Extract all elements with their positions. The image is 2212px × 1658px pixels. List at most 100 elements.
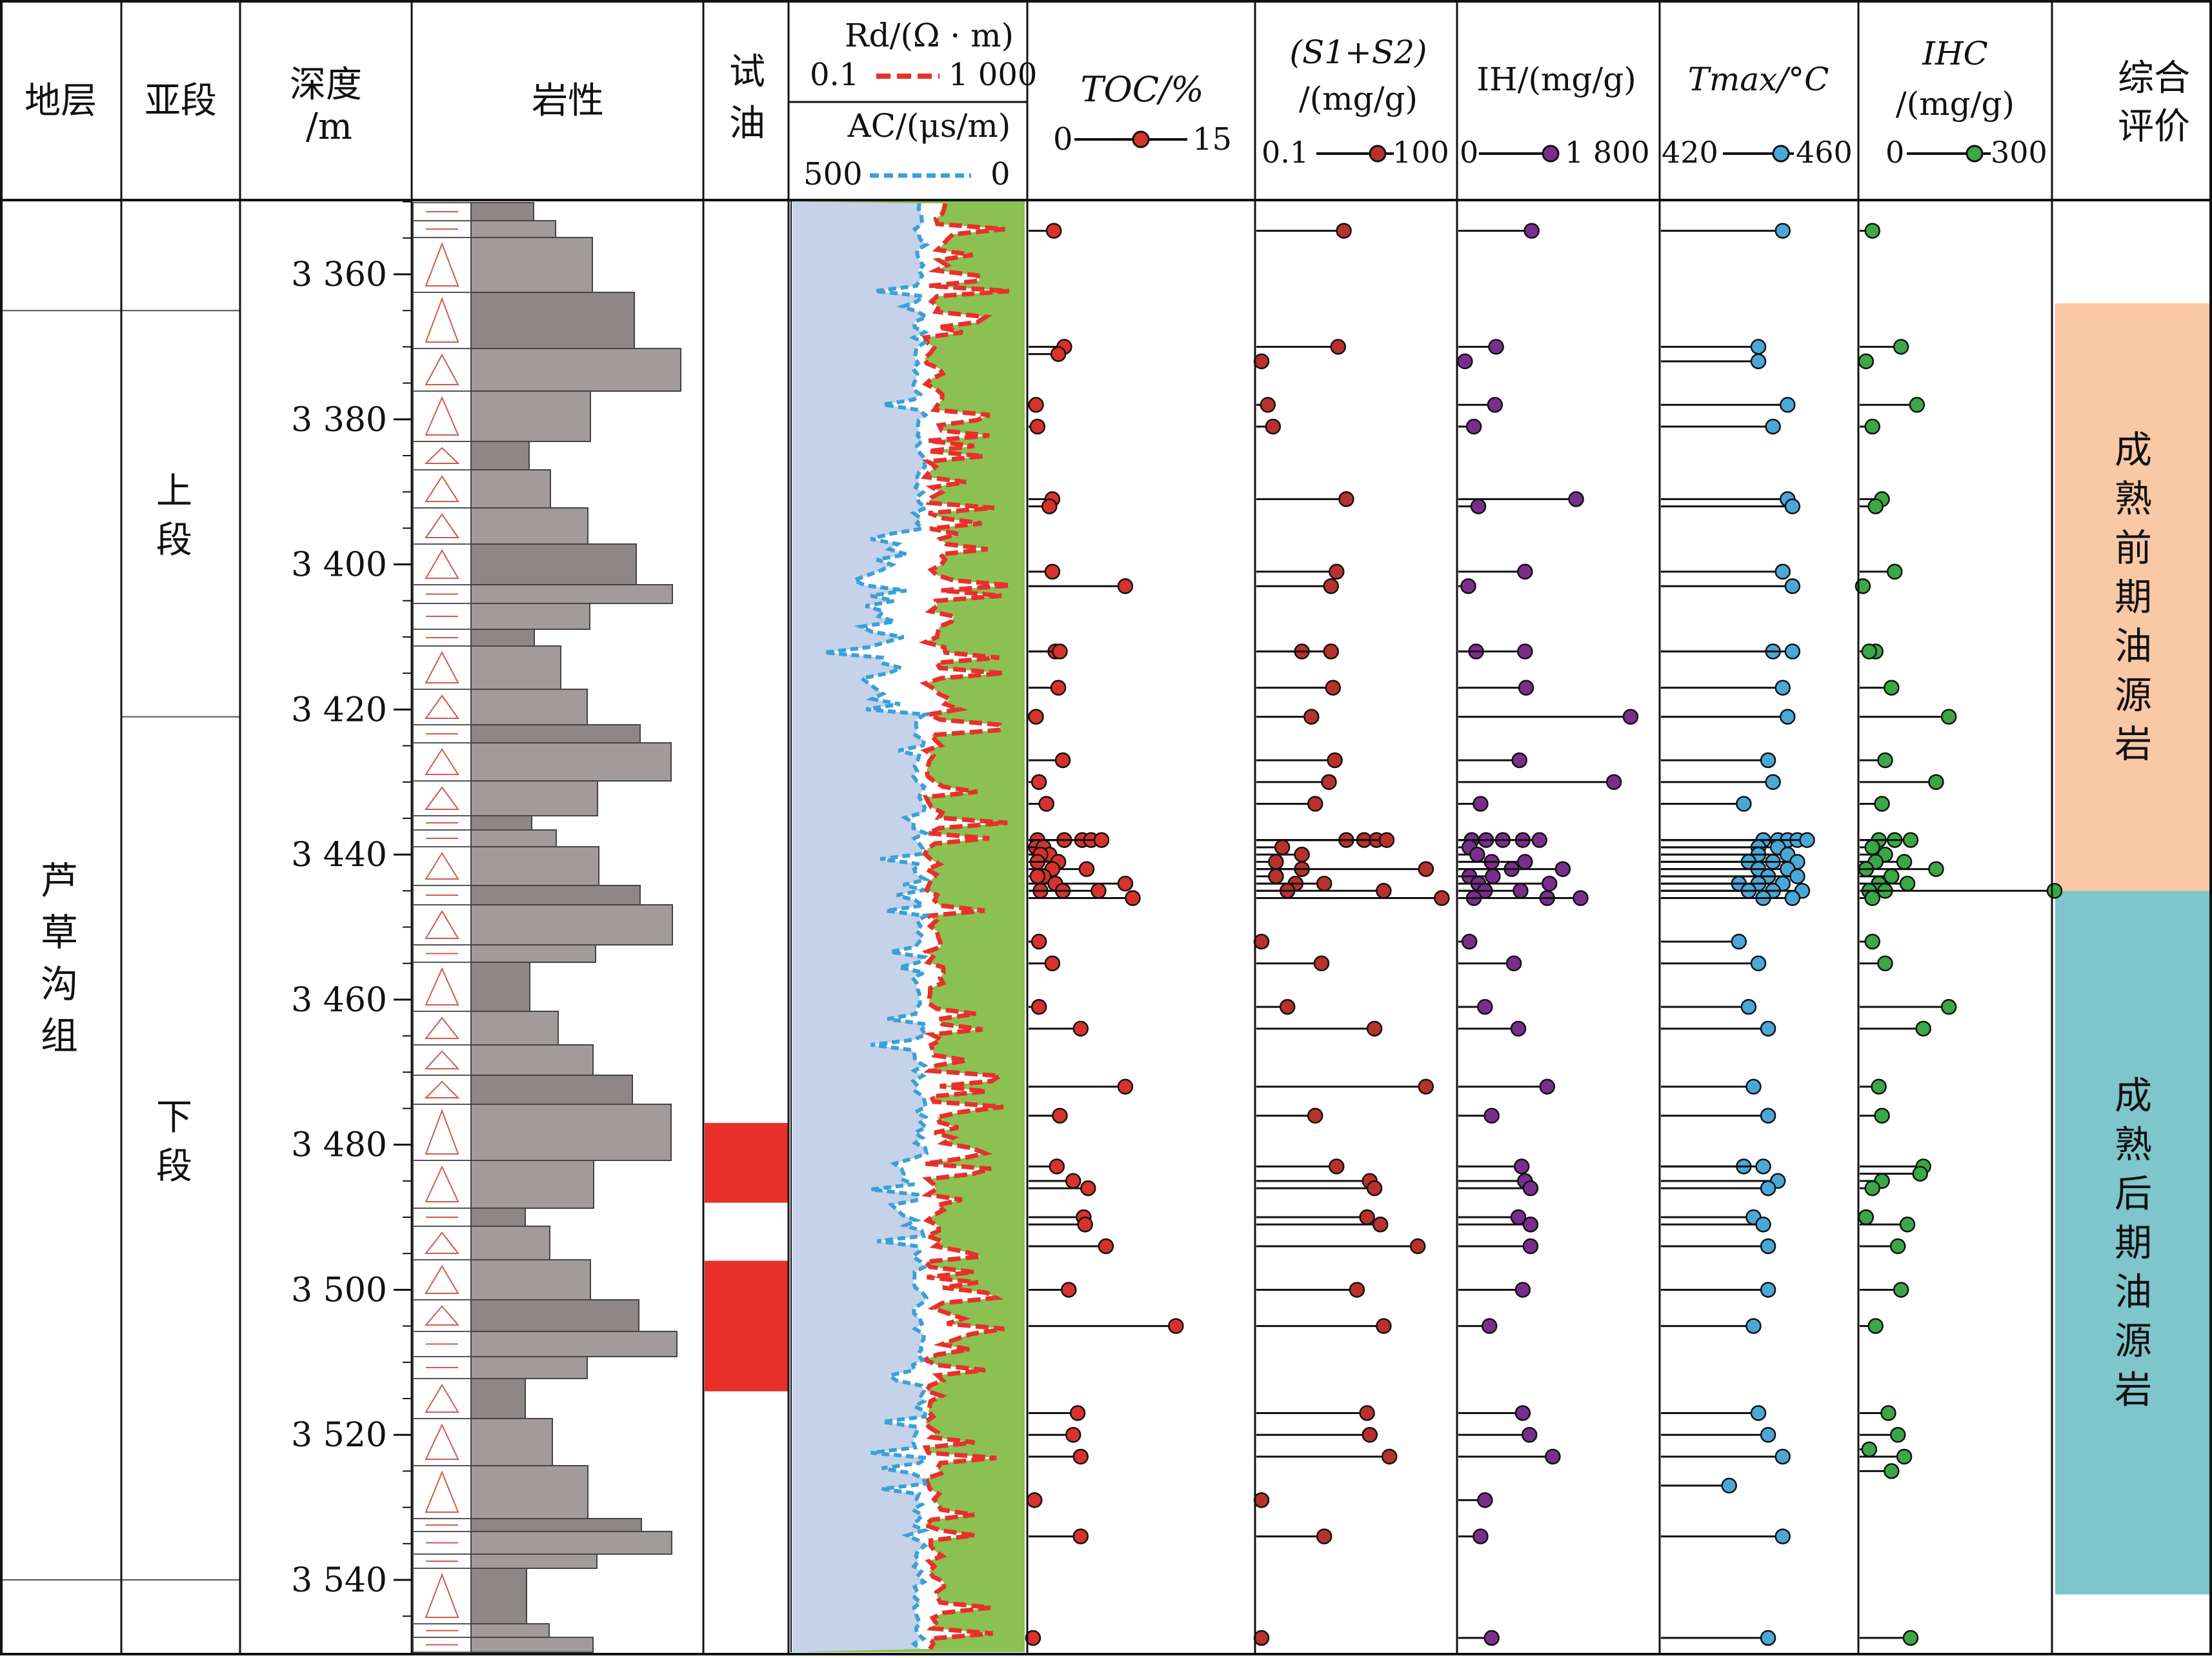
header-oil-test-line1: 试 <box>729 51 765 93</box>
header-ac: AC/(μs/m) <box>847 107 1011 145</box>
ihc-point <box>1912 1166 1928 1182</box>
header-row: 地层 亚段 深度 /m 岩性 试 油 Rd/(Ω · m) 0.1 1 000 … <box>25 17 2190 192</box>
s1s2-point <box>1329 563 1345 580</box>
lith-bed <box>470 348 681 392</box>
lith-symbol <box>425 748 459 775</box>
lith-bed <box>470 1104 672 1161</box>
lith-bed <box>470 742 672 782</box>
tmax-point <box>1775 680 1791 696</box>
ih-point <box>1477 998 1493 1015</box>
header-toc-max: 15 <box>1192 121 1232 157</box>
depth-tick-label: 3 360 <box>291 256 387 294</box>
member-label-char: 段 <box>156 1146 192 1188</box>
tmax-point <box>1760 1630 1776 1646</box>
header-ihc-line1: IHC <box>1922 35 1988 72</box>
toc-point <box>1031 998 1047 1015</box>
header-s1s2-line1: (S1+S2) <box>1289 34 1427 71</box>
depth-tick-label: 3 380 <box>291 401 387 440</box>
header-ih-min: 0 <box>1460 135 1478 170</box>
header-member: 亚段 <box>145 80 217 122</box>
ih-point <box>1470 498 1487 514</box>
geochem-tracks <box>1025 223 2063 1646</box>
lith-bed-left <box>412 1011 472 1046</box>
tmax-point <box>1750 353 1767 370</box>
toc-point <box>1050 680 1067 696</box>
tmax-point <box>1745 1318 1762 1334</box>
tmax-point <box>1775 1448 1791 1465</box>
lith-bed <box>470 390 591 442</box>
evaluation-label-char: 成 <box>2115 1073 2152 1117</box>
lith-bed <box>470 237 593 293</box>
lith-bed <box>470 1418 553 1466</box>
header-s1s2-max: 100 <box>1393 135 1449 170</box>
ih-point <box>1514 1405 1531 1421</box>
lith-bed <box>470 1356 588 1379</box>
ih-point <box>1522 1180 1539 1197</box>
tmax-point <box>1780 709 1796 725</box>
ih-point <box>1488 339 1504 355</box>
header-ih: IH/(mg/g) <box>1476 61 1636 98</box>
s1s2-point <box>1336 223 1352 239</box>
evaluation-label-char: 油 <box>2115 624 2152 668</box>
s1s2-point <box>1378 832 1395 848</box>
formation-label-char: 芦 <box>41 859 78 903</box>
ih-point <box>1477 1492 1493 1508</box>
header-evaluation-line1: 综合 <box>2118 57 2190 99</box>
toc-point <box>1078 861 1095 877</box>
lith-symbol <box>425 1573 459 1618</box>
lith-bed-left <box>412 780 472 816</box>
toc-point <box>1052 643 1068 660</box>
lith-bed <box>470 441 530 470</box>
lith-symbol <box>424 1080 460 1098</box>
s1s2-point <box>1274 839 1291 856</box>
log-fill-area <box>792 201 1025 1652</box>
toc-point <box>1125 890 1141 906</box>
ih-point <box>1518 680 1534 696</box>
ih-point <box>1505 955 1522 971</box>
lith-bed <box>470 543 637 585</box>
lith-bed <box>470 584 673 604</box>
ihc-point <box>1874 796 1890 812</box>
ihc-point <box>1864 839 1880 856</box>
ih-point <box>1522 1238 1539 1255</box>
s1s2-point <box>1418 861 1434 877</box>
lith-bed <box>470 829 557 847</box>
lith-symbol <box>425 1109 459 1155</box>
rd-curve <box>918 203 1010 1650</box>
lith-symbol <box>425 396 459 436</box>
toc-point <box>1065 1426 1081 1443</box>
ihc-point <box>1877 955 1893 971</box>
tmax-point <box>1721 1477 1737 1494</box>
lith-symbol <box>425 967 459 1006</box>
header-tmax: Tmax/°C <box>1688 61 1829 98</box>
ih-point <box>1511 752 1527 769</box>
lith-symbol <box>425 475 459 502</box>
s1s2-point <box>1376 1318 1392 1334</box>
ih-point <box>1531 832 1547 848</box>
header-rd-max: 1 000 <box>949 57 1037 93</box>
toc-legend-dot <box>1132 130 1150 148</box>
member-label-char: 上 <box>156 470 192 512</box>
toc-point <box>1029 418 1046 435</box>
toc-point <box>1077 1217 1093 1233</box>
lith-symbol <box>425 1470 459 1513</box>
s1s2-point <box>1323 578 1340 594</box>
ihc-point <box>1861 1441 1878 1457</box>
toc-point <box>1025 1630 1041 1646</box>
tmax-track <box>1661 223 1815 1646</box>
ihc-point <box>1864 1180 1880 1197</box>
evaluation-label-char: 熟 <box>2115 477 2152 521</box>
toc-point <box>1029 868 1046 885</box>
ihc-point <box>1940 998 1957 1015</box>
lith-bed <box>470 1331 678 1357</box>
lith-bed <box>470 1075 633 1105</box>
s1s2-point <box>1376 883 1392 899</box>
ihc-point <box>1877 752 1893 769</box>
tmax-point <box>1745 1078 1762 1095</box>
toc-point <box>1026 1492 1043 1508</box>
ihc-point <box>1867 498 1884 514</box>
tmax-point <box>1750 339 1767 355</box>
lith-bed <box>470 1637 594 1653</box>
ihc-point <box>1915 1020 1931 1037</box>
